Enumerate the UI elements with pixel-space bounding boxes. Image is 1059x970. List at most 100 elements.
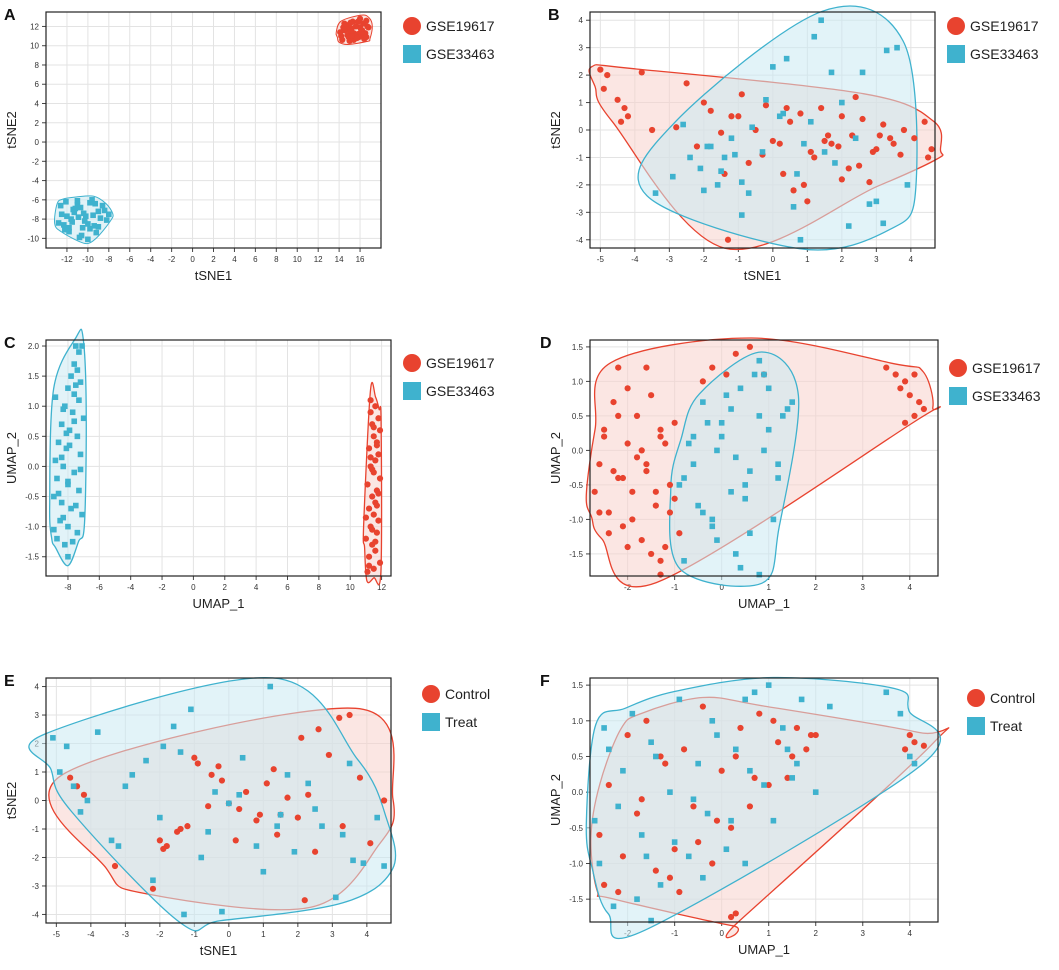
- point-control: [253, 817, 260, 824]
- x-axis-title: UMAP_1: [738, 942, 790, 957]
- point-gse33463: [873, 198, 880, 205]
- point-gse19617: [375, 490, 382, 497]
- point-gse33463: [784, 406, 791, 412]
- point-treat: [780, 725, 786, 731]
- point-gse33463: [749, 124, 755, 131]
- x-tick-label: 4: [908, 929, 913, 938]
- x-tick-label: 0: [719, 929, 724, 938]
- x-tick-label: 0: [227, 930, 232, 939]
- x-tick-label: -6: [96, 583, 104, 592]
- point-gse19617: [671, 419, 678, 426]
- y-tick-label: 0.5: [28, 432, 40, 441]
- point-gse33463: [87, 199, 93, 206]
- point-gse19617: [370, 433, 377, 440]
- y-tick-label: 1.5: [572, 343, 584, 352]
- point-gse33463: [732, 151, 738, 158]
- point-gse33463: [95, 208, 102, 215]
- point-gse19617: [365, 562, 373, 569]
- point-gse33463: [60, 463, 67, 470]
- point-gse33463: [79, 224, 86, 231]
- point-gse33463: [742, 495, 748, 502]
- legend-marker-gse33463: [403, 45, 421, 63]
- y-tick-label: 6: [35, 80, 40, 89]
- point-control: [803, 746, 810, 753]
- x-tick-label: -2: [700, 255, 708, 264]
- point-treat: [236, 792, 242, 798]
- point-gse19617: [376, 427, 384, 434]
- point-control: [751, 774, 758, 781]
- x-tick-label: 4: [909, 255, 914, 264]
- point-control: [775, 739, 782, 746]
- point-treat: [794, 760, 800, 767]
- point-treat: [723, 846, 730, 853]
- point-gse33463: [63, 198, 69, 205]
- y-axis-title: UMAP_2: [548, 774, 563, 826]
- point-gse33463: [821, 149, 828, 155]
- y-tick-label: -0.5: [25, 493, 39, 502]
- x-axis-title: tSNE1: [200, 943, 238, 958]
- point-gse33463: [728, 135, 735, 142]
- point-gse19617: [859, 115, 866, 123]
- point-gse19617: [897, 151, 904, 158]
- point-gse33463: [72, 382, 79, 388]
- point-treat: [742, 696, 748, 703]
- point-control: [215, 763, 222, 770]
- x-tick-label: 8: [274, 255, 279, 264]
- x-tick-label: -4: [631, 255, 639, 264]
- point-gse33463: [845, 223, 852, 229]
- point-treat: [897, 710, 904, 717]
- point-treat: [305, 780, 311, 787]
- point-gse33463: [681, 558, 687, 564]
- point-gse33463: [700, 399, 706, 405]
- point-gse33463: [93, 229, 100, 236]
- point-gse19617: [624, 385, 631, 392]
- point-gse19617: [745, 159, 752, 167]
- point-gse33463: [739, 179, 745, 185]
- point-gse19617: [619, 523, 627, 530]
- point-treat: [360, 860, 367, 866]
- point-gse19617: [605, 530, 612, 537]
- point-treat: [709, 718, 716, 724]
- point-gse19617: [925, 154, 932, 161]
- point-gse33463: [763, 97, 769, 103]
- point-gse33463: [756, 357, 763, 364]
- point-gse33463: [74, 529, 81, 536]
- point-gse33463: [57, 517, 63, 524]
- point-gse33463: [52, 457, 59, 464]
- point-gse33463: [71, 418, 78, 425]
- point-gse19617: [800, 181, 808, 188]
- point-treat: [63, 743, 70, 750]
- point-treat: [653, 753, 659, 760]
- y-tick-label: 0.0: [572, 788, 584, 797]
- x-tick-label: 10: [346, 583, 355, 592]
- legend-label-gse33463: GSE33463: [426, 46, 495, 62]
- point-gse33463: [739, 212, 745, 218]
- x-tick-label: 0: [771, 255, 776, 264]
- point-treat: [610, 903, 617, 910]
- panel-A: A -12 -10 -8 -6 -4 -2 0 2 4 6 8 10 12 14 16 -10 -8 -6 -4 -2…: [4, 7, 495, 283]
- point-gse19617: [724, 236, 732, 243]
- x-tick-label: 14: [335, 255, 344, 264]
- point-gse19617: [373, 442, 380, 449]
- point-gse33463: [690, 461, 697, 468]
- point-gse19617: [845, 165, 852, 172]
- x-tick-label: -3: [666, 255, 674, 264]
- hull-treat: [28, 677, 397, 932]
- point-gse33463: [85, 221, 91, 227]
- point-treat: [591, 817, 598, 824]
- point-control: [789, 753, 796, 760]
- y-tick-label: -1.0: [25, 523, 39, 532]
- point-gse19617: [662, 543, 669, 551]
- point-gse33463: [718, 168, 724, 174]
- point-control: [652, 867, 659, 874]
- point-treat: [205, 829, 211, 835]
- point-gse33463: [770, 64, 776, 70]
- x-tick-label: 12: [377, 583, 386, 592]
- point-gse19617: [365, 445, 373, 452]
- point-gse33463: [808, 118, 814, 125]
- x-tick-label: -1: [671, 929, 679, 938]
- point-gse33463: [721, 154, 728, 161]
- point-control: [662, 760, 669, 767]
- point-gse19617: [364, 568, 371, 575]
- point-gse33463: [79, 343, 85, 349]
